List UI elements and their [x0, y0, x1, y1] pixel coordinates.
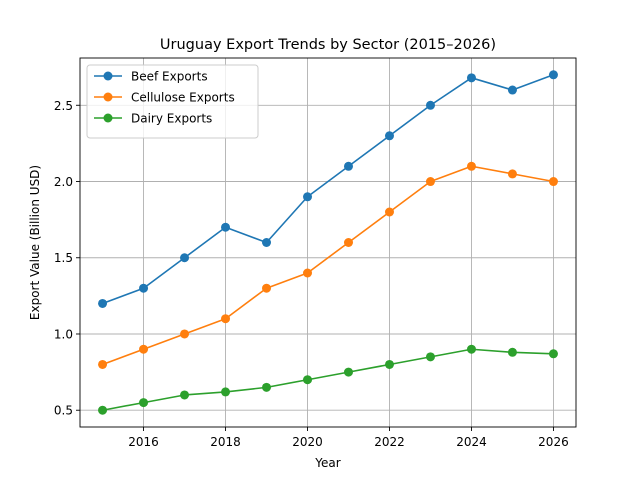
series-line	[102, 165, 554, 366]
legend: Beef Exports Cellulose Exports Dairy Expor…	[86, 64, 259, 139]
legend-label: Beef Exports	[131, 70, 208, 84]
data-point	[262, 283, 272, 293]
data-point	[262, 382, 272, 392]
data-point	[98, 359, 108, 369]
data-point	[548, 177, 558, 187]
y-tick-label: 1.0	[54, 327, 73, 341]
y-tick-label: 2.5	[54, 99, 73, 113]
x-tick-label: 2020	[292, 435, 323, 449]
data-point	[262, 238, 272, 247]
data-point	[466, 344, 476, 354]
x-tick-label: 2024	[456, 435, 487, 449]
data-point	[343, 238, 353, 247]
x-tick-label: 2026	[538, 435, 569, 449]
legend-box	[86, 64, 259, 139]
y-tick-label: 0.5	[54, 404, 73, 418]
data-point	[303, 375, 313, 385]
data-point	[507, 169, 517, 179]
legend-item: Dairy Exports	[94, 112, 212, 126]
data-point	[466, 161, 476, 171]
x-tick-label: 2016	[128, 435, 159, 449]
data-point	[180, 253, 190, 263]
data-point	[221, 387, 231, 397]
axis-ticks: 2016 2018 2020 2022 2024 2026 0.5 1.0 1.5 2.0 2.5	[54, 99, 569, 449]
data-point	[180, 329, 190, 339]
data-point	[343, 161, 353, 171]
data-point	[425, 177, 435, 187]
y-tick-label: 2.0	[54, 175, 73, 189]
data-point	[343, 367, 353, 377]
series-cellulose-exports	[98, 161, 558, 369]
data-point	[98, 405, 108, 415]
data-point	[548, 70, 558, 80]
data-point	[221, 222, 231, 232]
data-point	[98, 298, 108, 308]
y-tick-label: 1.5	[54, 251, 73, 265]
series-dairy-exports	[98, 344, 558, 415]
plot-frame	[79, 57, 577, 428]
data-point	[548, 349, 558, 359]
series-layer	[98, 70, 558, 415]
legend-item: Beef Exports	[94, 70, 208, 84]
data-point	[139, 344, 149, 354]
x-axis-label: Year	[314, 456, 340, 470]
y-axis-label: Export Value (Billion USD)	[28, 165, 42, 320]
x-tick-label: 2018	[210, 435, 241, 449]
data-point	[384, 207, 394, 217]
series-line	[102, 348, 554, 412]
data-point	[425, 352, 435, 362]
legend-marker	[103, 113, 113, 123]
x-tick-label: 2022	[374, 435, 405, 449]
legend-marker	[103, 92, 113, 102]
data-point	[466, 73, 476, 83]
legend-label: Cellulose Exports	[131, 91, 235, 105]
legend-item: Cellulose Exports	[94, 91, 235, 105]
data-point	[180, 390, 190, 400]
data-point	[221, 314, 231, 324]
data-point	[139, 283, 149, 293]
data-point	[139, 398, 149, 408]
legend-marker	[103, 71, 113, 81]
data-point	[507, 347, 517, 357]
data-point	[303, 192, 313, 202]
series-line	[102, 74, 554, 305]
data-point	[384, 359, 394, 369]
data-point	[303, 268, 313, 278]
legend-label: Dairy Exports	[131, 112, 212, 126]
chart-title: Uruguay Export Trends by Sector (2015–20…	[160, 37, 496, 53]
data-point	[425, 100, 435, 110]
data-point	[507, 85, 517, 95]
data-point	[384, 131, 394, 141]
series-beef-exports	[98, 70, 558, 308]
